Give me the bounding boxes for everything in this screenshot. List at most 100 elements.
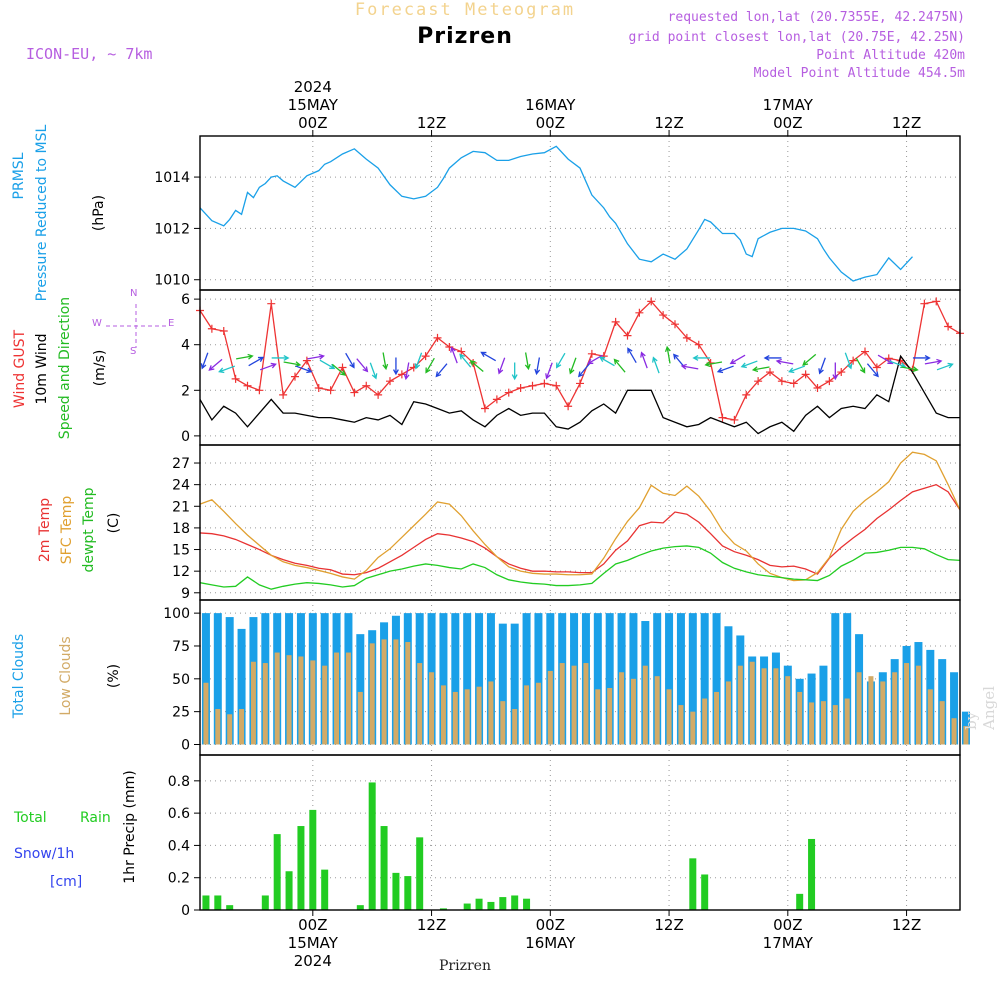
low-cloud-bar bbox=[322, 665, 328, 745]
ytick-label-clouds: 100 bbox=[163, 606, 190, 622]
precip-bar bbox=[511, 895, 519, 910]
low-cloud-bar bbox=[310, 660, 316, 745]
low-cloud-bar bbox=[571, 665, 577, 745]
low-cloud-bar bbox=[607, 688, 613, 745]
wind-arrow bbox=[924, 358, 943, 365]
wind-arrow bbox=[912, 354, 931, 361]
gust-marker bbox=[433, 333, 442, 342]
compass-n: N bbox=[130, 288, 138, 299]
wind-arrow bbox=[382, 352, 389, 371]
precip-bar bbox=[689, 858, 697, 910]
precip-rain-label: Rain bbox=[80, 810, 111, 826]
total-cloud-bar bbox=[712, 613, 721, 745]
panel-precip bbox=[194, 754, 961, 911]
gust-marker bbox=[587, 349, 596, 358]
gust-marker bbox=[564, 402, 573, 411]
gust-marker bbox=[528, 381, 537, 390]
low-cloud-bar bbox=[203, 682, 209, 745]
precip-bar bbox=[808, 838, 816, 910]
gust-marker bbox=[207, 324, 216, 333]
model-label: ICON-EU, ~ 7km bbox=[26, 45, 153, 63]
low-cloud-bar bbox=[630, 678, 636, 745]
ytick-label-precip: 0.8 bbox=[168, 774, 190, 790]
gust-marker bbox=[849, 356, 858, 365]
gust-marker bbox=[944, 322, 953, 331]
precip-bar bbox=[309, 809, 317, 910]
ytick-label-temperature: 9 bbox=[181, 586, 190, 602]
ytick-label-pressure: 1010 bbox=[154, 273, 190, 289]
low-cloud-bar bbox=[856, 672, 862, 745]
xtick-top-date: 15MAY bbox=[288, 96, 339, 114]
credit: by Angel bbox=[961, 686, 998, 730]
gust-marker bbox=[861, 347, 869, 356]
precip-bar bbox=[404, 876, 412, 910]
ytick-label-precip: 0.4 bbox=[168, 838, 190, 854]
gust-marker bbox=[457, 347, 466, 356]
wind-arrow bbox=[218, 365, 236, 374]
wind-arrow bbox=[271, 354, 290, 361]
low-cloud-bar bbox=[547, 670, 553, 745]
gust-marker bbox=[932, 297, 941, 306]
low-cloud-bar bbox=[714, 691, 720, 745]
wind-arrow bbox=[259, 362, 277, 371]
wind-arrow bbox=[936, 362, 954, 371]
gust-marker bbox=[267, 299, 276, 308]
xtick-top-label: 12Z bbox=[654, 114, 683, 132]
low-cloud-bar bbox=[690, 711, 696, 745]
total-cloud-bar bbox=[225, 617, 234, 745]
wind-arrow bbox=[248, 356, 265, 367]
gust-marker bbox=[730, 415, 739, 424]
wind-arrow bbox=[534, 357, 541, 376]
wind-arrow bbox=[480, 351, 497, 362]
wind-arrow bbox=[236, 353, 254, 360]
precip-bar bbox=[475, 898, 483, 910]
gust-marker bbox=[635, 308, 644, 317]
xtick-bottom-date: 15MAY bbox=[288, 934, 339, 952]
low-cloud-bar bbox=[393, 639, 399, 745]
ytick-label-temperature: 24 bbox=[172, 478, 190, 494]
low-cloud-bar bbox=[239, 709, 245, 745]
total-cloud-bar bbox=[475, 613, 484, 745]
wind-arrow bbox=[392, 357, 399, 376]
xtick-bottom-label: 12Z bbox=[417, 916, 446, 934]
precip-bar bbox=[297, 826, 305, 910]
precip-bar bbox=[701, 874, 709, 910]
wind-arrow bbox=[283, 361, 302, 368]
low-cloud-bar bbox=[927, 689, 933, 745]
low-cloud-bar bbox=[559, 663, 565, 745]
total-cloud-bar bbox=[676, 613, 685, 745]
ytick-label-precip: 0 bbox=[181, 903, 190, 919]
gust-marker bbox=[872, 363, 881, 372]
low-cloud-bar bbox=[381, 639, 387, 745]
low-cloud-bar bbox=[773, 668, 779, 745]
low-cloud-bar bbox=[583, 663, 589, 745]
ytick-label-clouds: 0 bbox=[181, 737, 190, 753]
wind-arrow bbox=[775, 358, 794, 365]
low-cloud-bar bbox=[250, 661, 256, 745]
low-cloud-bar bbox=[464, 689, 470, 745]
info-point-altitude: Point Altitude 420m bbox=[816, 48, 965, 63]
gust-marker bbox=[516, 384, 525, 393]
precip-snow-label: Snow/1h bbox=[14, 846, 75, 862]
wind-arrow bbox=[844, 352, 853, 370]
low-cloud-bar bbox=[357, 691, 363, 745]
wind-arrow bbox=[459, 353, 472, 368]
xtick-bottom-label: 12Z bbox=[654, 916, 683, 934]
low-cloud-bar bbox=[369, 643, 375, 745]
gust-marker bbox=[801, 370, 810, 379]
series-line-dewpt-temp bbox=[199, 545, 961, 590]
low-cloud-bar bbox=[262, 663, 268, 745]
total-cloud-bar bbox=[356, 634, 365, 745]
wind-arrow bbox=[568, 357, 577, 375]
gust-marker bbox=[766, 368, 774, 377]
gust-marker bbox=[445, 342, 454, 351]
gust-marker bbox=[421, 352, 430, 361]
total-cloud-bar bbox=[498, 623, 507, 745]
panel-pressure bbox=[194, 135, 961, 291]
panel-clouds bbox=[194, 599, 970, 756]
gust-marker bbox=[362, 381, 371, 390]
gust-marker bbox=[837, 368, 846, 377]
wind-arrow bbox=[672, 353, 685, 368]
panel-frame bbox=[199, 754, 961, 911]
low-cloud-bar bbox=[440, 685, 446, 745]
